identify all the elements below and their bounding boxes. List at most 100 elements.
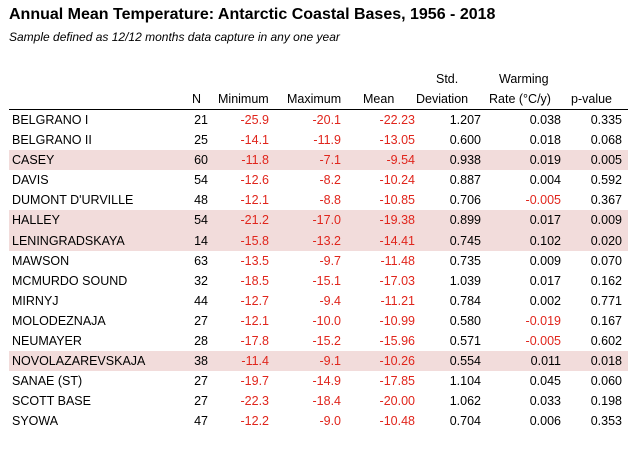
n-value: 47 — [194, 414, 208, 429]
p-value: 0.367 — [590, 193, 622, 208]
p-value: 0.162 — [590, 273, 622, 288]
table-row: MIRNYJ 44 -12.7 -9.4 -11.21 0.784 0.002 0.771 — [9, 291, 628, 311]
n-value: 63 — [194, 253, 208, 268]
p-value: 0.771 — [590, 293, 622, 308]
n-value: 14 — [194, 233, 208, 248]
std-deviation-value: 1.039 — [449, 273, 481, 288]
p-value: 0.592 — [590, 173, 622, 188]
station-name: MOLODEZNAJA — [12, 313, 106, 328]
warming-rate-value: 0.019 — [529, 153, 561, 168]
n-value: 48 — [194, 193, 208, 208]
maximum-value: -11.9 — [313, 133, 341, 148]
header-mean: Mean — [363, 92, 395, 106]
header-std-top: Std. — [436, 72, 459, 86]
minimum-value: -18.5 — [240, 273, 270, 288]
mean-value: -13.05 — [379, 133, 415, 148]
warming-rate-value: -0.005 — [525, 193, 561, 208]
maximum-value: -20.1 — [312, 113, 342, 127]
std-deviation-value: 0.554 — [449, 354, 481, 369]
header-p-value: p-value — [571, 92, 612, 106]
n-value: 28 — [194, 334, 208, 349]
table-row: LENINGRADSKAYA 14 -15.8 -13.2 -14.41 0.745 0.1… — [9, 230, 628, 251]
mean-value: -19.38 — [379, 213, 415, 228]
maximum-value: -10.0 — [312, 313, 342, 328]
std-deviation-value: 0.580 — [449, 313, 481, 328]
station-name: BELGRANO II — [12, 133, 92, 148]
minimum-value: -22.3 — [240, 394, 270, 409]
maximum-value: -9.4 — [319, 293, 341, 308]
p-value: 0.198 — [590, 394, 622, 409]
table-row: SYOWA 47 -12.2 -9.0 -10.48 0.704 0.006 0.353 — [9, 411, 628, 431]
minimum-value: -19.7 — [240, 374, 270, 389]
mean-value: -17.03 — [379, 273, 415, 288]
minimum-value: -12.2 — [240, 414, 270, 429]
p-value: 0.018 — [590, 354, 622, 369]
header-std-bottom: Deviation — [416, 92, 469, 106]
table-row: BELGRANO II 25 -14.1 -11.9 -13.05 0.600 0.018 0… — [9, 130, 628, 150]
p-value: 0.602 — [590, 334, 622, 349]
warming-rate-value: 0.011 — [530, 354, 561, 369]
minimum-value: -12.7 — [240, 293, 270, 308]
table-row: BELGRANO I 21 -25.9 -20.1 -22.23 1.207 0.038 0.… — [9, 110, 628, 130]
warming-rate-value: 0.045 — [529, 374, 561, 389]
mean-value: -22.23 — [379, 113, 415, 127]
maximum-value: -9.7 — [319, 253, 341, 268]
mean-value: -10.24 — [379, 173, 415, 188]
mean-value: -9.54 — [386, 153, 416, 168]
maximum-value: -13.2 — [312, 233, 342, 248]
p-value: 0.020 — [590, 233, 622, 248]
p-value: 0.068 — [590, 133, 622, 148]
std-deviation-value: 0.938 — [449, 153, 481, 168]
warming-rate-value: 0.102 — [529, 233, 561, 248]
station-name: HALLEY — [12, 213, 60, 228]
n-value: 38 — [194, 354, 208, 369]
warming-rate-value: 0.009 — [529, 253, 561, 268]
header-rate-bottom: Rate (°C/y) — [489, 92, 551, 106]
mean-value: -20.00 — [379, 394, 415, 409]
n-value: 60 — [194, 153, 208, 168]
table-row: DUMONT D'URVILLE 48 -12.1 -8.8 -10.85 0.706 -0… — [9, 190, 628, 210]
std-deviation-value: 1.104 — [449, 374, 481, 389]
station-name: DAVIS — [12, 173, 49, 188]
std-deviation-value: 0.600 — [449, 133, 481, 148]
table-row: SCOTT BASE 27 -22.3 -18.4 -20.00 1.062 0.033 0.… — [9, 391, 628, 411]
station-name: BELGRANO I — [12, 113, 89, 127]
mean-value: -10.85 — [379, 193, 415, 208]
p-value: 0.335 — [590, 113, 622, 127]
table-row: MOLODEZNAJA 27 -12.1 -10.0 -10.99 0.580 -0.019… — [9, 311, 628, 331]
minimum-value: -15.8 — [240, 233, 270, 248]
warming-rate-value: 0.017 — [529, 213, 561, 228]
std-deviation-value: 1.207 — [449, 113, 481, 127]
n-value: 27 — [194, 374, 208, 389]
minimum-value: -11.8 — [241, 153, 269, 168]
maximum-value: -17.0 — [312, 213, 342, 228]
minimum-value: -14.1 — [240, 133, 270, 148]
maximum-value: -15.1 — [312, 273, 342, 288]
warming-rate-value: 0.006 — [529, 414, 561, 429]
minimum-value: -25.9 — [240, 113, 270, 127]
header-rate-top: Warming — [499, 72, 549, 86]
mean-value: -10.26 — [379, 354, 415, 369]
station-name: NEUMAYER — [12, 334, 82, 349]
minimum-value: -21.2 — [240, 213, 270, 228]
minimum-value: -17.8 — [240, 334, 270, 349]
p-value: 0.353 — [590, 414, 622, 429]
p-value: 0.167 — [590, 313, 622, 328]
data-table: BELGRANO I 21 -25.9 -20.1 -22.23 1.207 0.038 0.… — [9, 110, 628, 432]
maximum-value: -9.1 — [319, 354, 341, 369]
station-name: CASEY — [12, 153, 55, 168]
std-deviation-value: 0.745 — [449, 233, 481, 248]
table-row: NEUMAYER 28 -17.8 -15.2 -15.96 0.571 -0.005 0.6… — [9, 331, 628, 351]
n-value: 32 — [194, 273, 208, 288]
n-value: 21 — [194, 113, 208, 127]
mean-value: -11.21 — [380, 293, 415, 308]
maximum-value: -9.0 — [319, 414, 341, 429]
warming-rate-value: -0.005 — [525, 334, 561, 349]
minimum-value: -12.1 — [240, 193, 270, 208]
maximum-value: -8.8 — [319, 193, 341, 208]
std-deviation-value: 0.899 — [449, 213, 481, 228]
std-deviation-value: 0.706 — [449, 193, 481, 208]
header-n: N — [192, 92, 202, 106]
warming-rate-value: 0.038 — [529, 113, 561, 127]
maximum-value: -8.2 — [319, 173, 341, 188]
